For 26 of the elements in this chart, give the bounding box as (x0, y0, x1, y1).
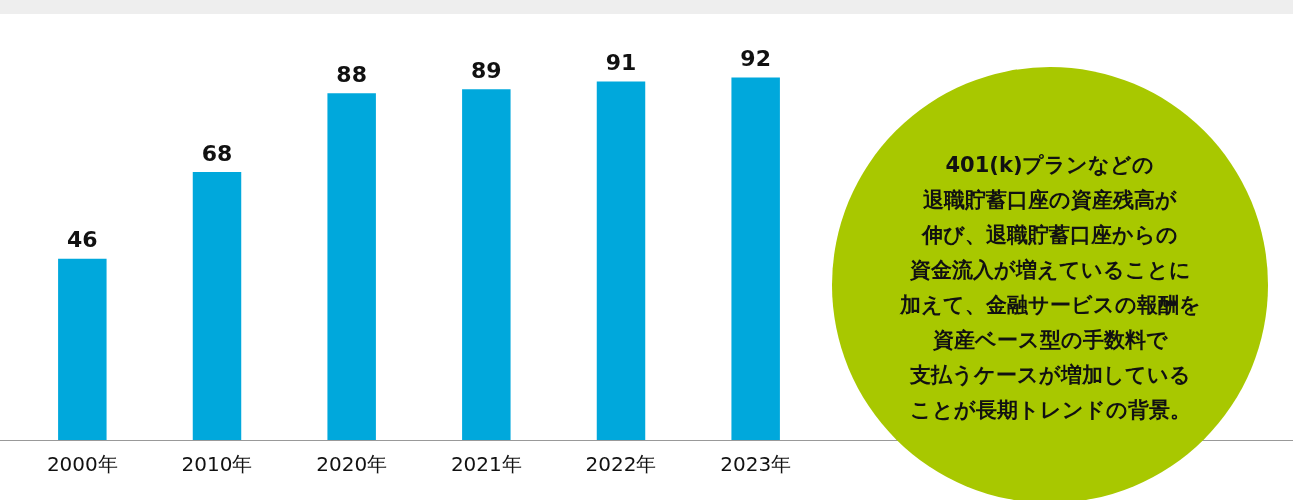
text: 資産ベース型の手数料で (931, 327, 1169, 354)
data-label: 92 (740, 46, 771, 72)
x-tick-label: 2010年 (181, 452, 253, 477)
x-tick-label: 2020年 (316, 452, 388, 477)
text: ことが長期トレンドの背景。 (908, 397, 1192, 424)
bar (58, 258, 107, 440)
bar (731, 77, 780, 440)
x-tick-label: 2023年 (720, 452, 792, 477)
x-tick-label: 2000年 (46, 452, 118, 477)
bar (596, 81, 646, 440)
data-label: 91 (605, 50, 637, 76)
bar (192, 172, 242, 440)
bar (462, 89, 511, 440)
text: 支払うケースが増加している (908, 362, 1192, 389)
text: 伸び、退職貯蓄口座からの (920, 222, 1179, 249)
text: 加えて、金融サービスの報酬を (898, 292, 1202, 319)
x-tick-label: 2021年 (450, 452, 522, 477)
text: 401(k)プランなどの (944, 152, 1156, 179)
data-label: 89 (471, 58, 502, 84)
data-label: 46 (67, 227, 98, 253)
x-tick-label: 2022年 (585, 452, 657, 477)
bar (327, 93, 376, 440)
text: 資金流入が増えていることに (908, 257, 1192, 284)
data-label: 68 (201, 140, 233, 166)
data-label: 88 (336, 62, 367, 87)
text: 退職貯蓄口座の資産残高が (922, 187, 1178, 214)
